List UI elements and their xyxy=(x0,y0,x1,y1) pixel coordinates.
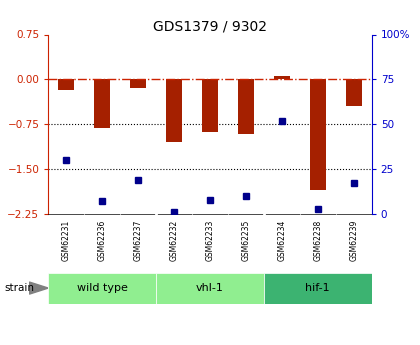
Bar xyxy=(48,273,156,304)
Bar xyxy=(274,76,290,79)
Bar xyxy=(94,79,110,128)
Bar xyxy=(238,79,254,134)
Bar xyxy=(346,79,362,106)
Bar xyxy=(166,79,182,142)
Bar xyxy=(130,79,146,88)
Text: vhl-1: vhl-1 xyxy=(196,283,224,293)
Bar xyxy=(202,79,218,132)
Text: GSM62237: GSM62237 xyxy=(134,220,143,261)
Text: GSM62232: GSM62232 xyxy=(170,220,178,261)
Text: GSM62235: GSM62235 xyxy=(241,220,250,261)
Title: GDS1379 / 9302: GDS1379 / 9302 xyxy=(153,19,267,33)
Bar xyxy=(58,79,74,90)
Text: GSM62233: GSM62233 xyxy=(205,220,215,261)
Bar xyxy=(264,273,372,304)
Text: GSM62236: GSM62236 xyxy=(98,220,107,261)
Text: strain: strain xyxy=(4,283,34,293)
Text: GSM62231: GSM62231 xyxy=(62,220,71,261)
Text: hif-1: hif-1 xyxy=(305,283,330,293)
Text: wild type: wild type xyxy=(77,283,128,293)
Bar xyxy=(310,79,326,190)
Bar xyxy=(156,273,264,304)
Polygon shape xyxy=(29,282,48,294)
Text: GSM62239: GSM62239 xyxy=(349,220,358,261)
Text: GSM62234: GSM62234 xyxy=(277,220,286,261)
Text: GSM62238: GSM62238 xyxy=(313,220,322,261)
